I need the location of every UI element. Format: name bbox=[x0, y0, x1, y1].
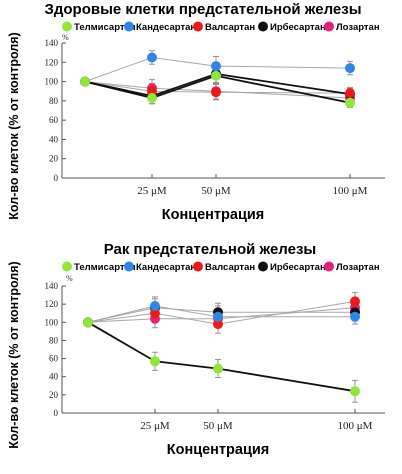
legend-marker bbox=[258, 21, 268, 32]
data-point-2 bbox=[345, 63, 355, 74]
legend-marker bbox=[324, 21, 334, 32]
series-line-4 bbox=[87, 307, 355, 323]
y-tick-label: 100 bbox=[45, 77, 59, 87]
legend-marker bbox=[62, 21, 72, 32]
data-point-3 bbox=[150, 308, 160, 319]
y-axis-label: Кол-во клеток (% от контроля) bbox=[7, 32, 21, 219]
legend-entry: Валсартан bbox=[205, 22, 255, 33]
data-point-1 bbox=[80, 76, 90, 87]
y-tick-label: 0 bbox=[54, 408, 59, 418]
legend-entry: Ирбесартан bbox=[270, 22, 326, 33]
data-point-1 bbox=[147, 93, 157, 103]
series-line-3 bbox=[84, 81, 351, 94]
legend-entry: Телмисартан bbox=[74, 262, 136, 273]
x-tick-label: 25 μM bbox=[140, 420, 170, 432]
legend-entry: Телмисартан bbox=[74, 22, 136, 33]
y-tick-label: 0 bbox=[54, 173, 59, 183]
legend-entry: Кандесартан bbox=[136, 262, 196, 273]
data-point-2 bbox=[150, 301, 160, 311]
data-point-2 bbox=[147, 52, 157, 63]
y-tick-label: 20 bbox=[49, 154, 59, 164]
series-line-5 bbox=[84, 81, 351, 99]
data-point-1 bbox=[150, 356, 160, 367]
y-unit-symbol: % bbox=[66, 274, 73, 283]
legend-marker bbox=[124, 21, 134, 32]
legend-marker bbox=[324, 261, 334, 272]
legend-marker bbox=[124, 261, 134, 272]
legend-entry: Лозартан bbox=[336, 22, 380, 33]
y-tick-label: 60 bbox=[49, 354, 59, 364]
x-tick-label: 25 μM bbox=[137, 185, 167, 197]
y-tick-label: 40 bbox=[49, 134, 59, 144]
data-point-1 bbox=[83, 317, 93, 328]
y-unit-symbol: % bbox=[62, 33, 69, 42]
y-tick-label: 120 bbox=[45, 299, 59, 309]
legend-entry: Валсартан bbox=[205, 262, 255, 273]
data-point-1 bbox=[213, 363, 223, 374]
series-line-5 bbox=[87, 307, 356, 323]
x-tick-label: 50 μM bbox=[203, 420, 233, 432]
data-point-3 bbox=[211, 87, 221, 98]
legend-entry: Кандесартан bbox=[136, 22, 196, 33]
y-axis-label: Кол-во клеток (% от контроля) bbox=[7, 261, 21, 448]
chart-2: Рак предстательной железы Телмисартан Канд… bbox=[7, 241, 385, 458]
y-tick-label: 80 bbox=[49, 96, 59, 106]
series-line-1 bbox=[84, 74, 351, 104]
legend-marker bbox=[193, 21, 203, 32]
data-point-3 bbox=[213, 319, 223, 330]
legend-entry: Ирбесартан bbox=[270, 262, 326, 273]
chart-title: Рак предстательной железы bbox=[104, 241, 317, 258]
x-tick-label: 50 μM bbox=[201, 185, 231, 197]
data-point-2 bbox=[211, 61, 221, 72]
y-tick-label: 100 bbox=[45, 317, 59, 327]
series-line-1 bbox=[87, 321, 356, 393]
y-tick-label: 60 bbox=[49, 115, 59, 125]
y-tick-label: 140 bbox=[45, 281, 59, 291]
data-point-1 bbox=[345, 97, 355, 108]
y-tick-label: 20 bbox=[49, 390, 59, 400]
y-tick-label: 140 bbox=[45, 38, 59, 48]
data-point-3 bbox=[345, 88, 355, 99]
x-axis-label: Концентрация bbox=[162, 207, 265, 223]
data-point-2 bbox=[350, 311, 360, 322]
legend-marker bbox=[193, 261, 203, 272]
x-tick-label: 100 μM bbox=[338, 420, 373, 432]
legend-entry: Лозартан bbox=[336, 262, 380, 273]
chart-1: Здоровые клетки предстательной железы Тел… bbox=[7, 1, 385, 223]
data-point-2 bbox=[213, 311, 223, 322]
x-axis-label: Концентрация bbox=[167, 442, 270, 458]
y-tick-label: 80 bbox=[49, 335, 59, 345]
series-line-2 bbox=[84, 56, 351, 83]
chart-title: Здоровые клетки предстательной железы bbox=[44, 1, 361, 18]
y-tick-label: 40 bbox=[49, 372, 59, 382]
data-point-3 bbox=[350, 296, 360, 307]
legend-marker bbox=[258, 261, 268, 272]
series-line-2 bbox=[87, 305, 355, 323]
legend-marker bbox=[62, 261, 72, 272]
y-tick-label: 120 bbox=[45, 57, 59, 67]
data-point-1 bbox=[350, 386, 360, 397]
x-tick-label: 100 μM bbox=[333, 185, 368, 197]
series-line-4 bbox=[84, 72, 351, 97]
data-point-1 bbox=[211, 70, 221, 81]
